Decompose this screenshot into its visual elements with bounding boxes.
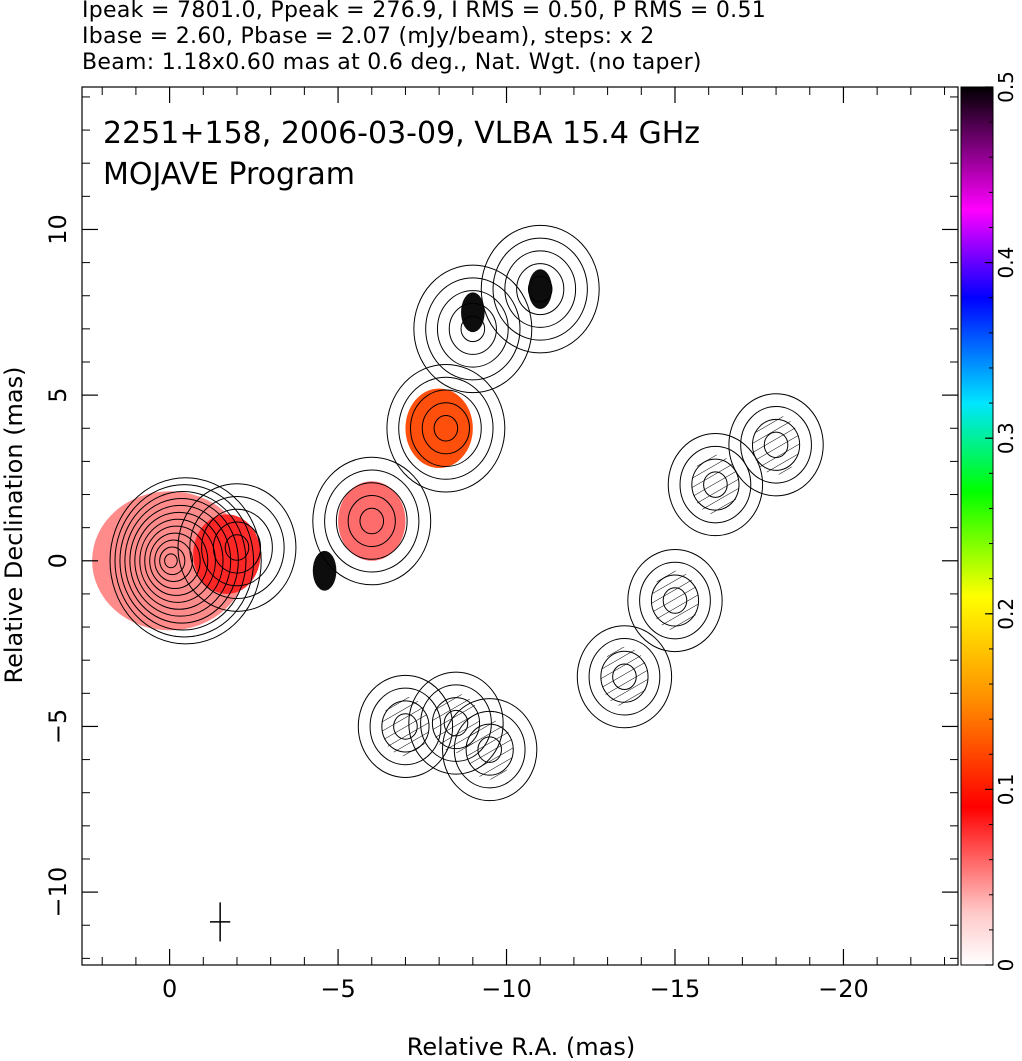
negative-hatch: [466, 719, 514, 780]
y-tick-label: 10: [44, 214, 72, 245]
x-tick-label: −15: [650, 975, 701, 1003]
contour-ring: [504, 250, 577, 328]
contour-ring: [124, 497, 239, 624]
colorbar-ramp: [960, 86, 994, 966]
pol-region: [338, 481, 406, 561]
header-line-2: Ibase = 2.60, Pbase = 2.07 (mJy/beam), s…: [82, 24, 655, 49]
contour-ring: [114, 484, 255, 638]
contour-ring: [109, 477, 262, 645]
contour-ring: [144, 525, 209, 596]
contour-ring: [408, 671, 504, 775]
x-tick-label: −5: [320, 975, 355, 1003]
contour-ring: [139, 518, 216, 603]
x-axis-label: Relative R.A. (mas): [407, 1033, 635, 1061]
contour-ring: [627, 549, 723, 653]
contour-ring: [433, 415, 459, 442]
pol-region: [528, 269, 553, 309]
pol-region: [312, 550, 337, 591]
contour-ring: [728, 393, 824, 497]
negative-hatch: [600, 646, 649, 707]
contour-ring: [129, 504, 232, 617]
contour-ring: [149, 532, 201, 589]
x-tick-label: −20: [818, 975, 869, 1003]
contour-ring: [201, 508, 273, 587]
colorbar-tick-label: 0.3: [994, 422, 1018, 454]
colorbar-tick-label: 0.2: [994, 598, 1018, 630]
contour-ring: [177, 483, 297, 612]
contour-ring: [413, 264, 533, 394]
y-tick-label: 5: [44, 387, 72, 402]
colorbar-tick-label: 0.1: [994, 773, 1018, 805]
contour-ring: [639, 561, 711, 640]
pol-region: [461, 292, 485, 333]
contour-ring: [134, 511, 224, 610]
contour-ring: [679, 445, 752, 524]
contour-ring: [164, 553, 178, 569]
contour-ring: [154, 539, 194, 583]
contour-ring: [398, 376, 494, 480]
contour-ring: [335, 482, 408, 560]
contour-ring: [492, 237, 588, 341]
contour-ring: [410, 389, 482, 468]
negative-hatch: [752, 415, 800, 475]
contour-ring: [436, 290, 509, 368]
plot-frame: [81, 86, 959, 966]
contour-ring: [324, 469, 420, 573]
colorbar-ticks: 0 0.1 0.2 0.3 0.4 0.5: [985, 71, 1018, 971]
contour-ring: [359, 507, 385, 535]
y-tick-label: −5: [44, 709, 72, 744]
colorbar: 0 0.1 0.2 0.3 0.4 0.5: [960, 71, 1018, 971]
contour-ring: [312, 456, 432, 586]
stokes-i-contours: [109, 224, 824, 802]
contour-ring: [453, 710, 526, 789]
negative-hatch: [691, 454, 740, 515]
contour-ring: [442, 698, 538, 802]
colorbar-tick-label: 0: [994, 959, 1018, 972]
plot-title: 2251+158, 2006-03-09, VLBA 15.4 GHz: [103, 116, 700, 151]
plot-subtitle: MOJAVE Program: [103, 157, 355, 192]
contour-ring: [421, 402, 470, 455]
contour-ring: [189, 496, 285, 600]
contour-ring: [588, 637, 661, 716]
pol-region: [405, 388, 473, 469]
contour-ring: [386, 363, 506, 493]
contour-ring: [224, 534, 250, 561]
header-line-1: Ipeak = 7801.0, Ppeak = 276.9, I RMS = 0…: [82, 0, 767, 23]
contour-ring: [347, 495, 396, 548]
header-line-3: Beam: 1.18x0.60 mas at 0.6 deg., Nat. Wg…: [82, 50, 702, 75]
contour-ring: [576, 625, 673, 729]
contour-ring: [516, 263, 565, 316]
contour-ring: [425, 277, 521, 381]
beam-marker: [210, 902, 231, 942]
plot-area: [92, 224, 824, 802]
contour-ring: [460, 315, 486, 343]
contour-ring: [480, 224, 600, 354]
x-tick-label: 0: [162, 975, 177, 1003]
x-tick-label: −10: [481, 975, 532, 1003]
negative-hatch: [381, 696, 430, 757]
negative-hatch: [432, 693, 480, 753]
y-axis-label: Relative Declination (mas): [0, 366, 28, 683]
colorbar-tick-label: 0.4: [994, 247, 1018, 279]
y-tick-label: −10: [44, 867, 72, 918]
contour-ring: [667, 433, 764, 537]
contour-ring: [212, 521, 262, 574]
contour-ring: [159, 546, 186, 576]
contour-ring: [119, 491, 247, 631]
negative-hatch: [651, 570, 699, 631]
contour-ring: [527, 275, 553, 303]
y-tick-label: 0: [44, 553, 72, 568]
contour-ring: [448, 302, 497, 355]
contour-ring: [740, 406, 812, 484]
colorbar-tick-label: 0.5: [994, 71, 1018, 103]
axis-ticks: 0 −5 −10 −15 −20 −10 −5 0 5 10: [44, 87, 958, 1003]
